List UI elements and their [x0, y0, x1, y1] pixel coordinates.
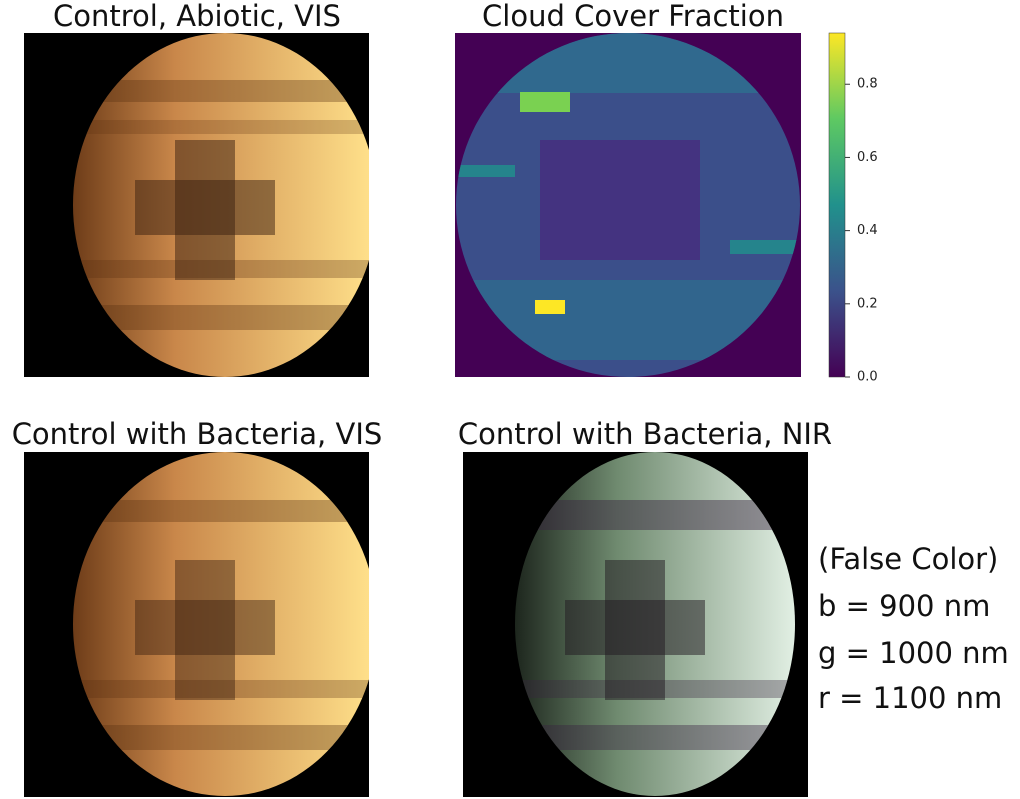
panel-title: Control with Bacteria, VIS	[12, 417, 383, 451]
annotation: b = 900 nm	[818, 589, 990, 623]
tick-label: 0.0	[857, 370, 878, 385]
planet-image	[24, 452, 369, 797]
annotation: (False Color)	[818, 542, 998, 576]
tick-label: 0.6	[857, 150, 878, 165]
colorbar-axis: 0.0 0.2 0.4 0.6 0.8	[845, 77, 878, 385]
planet-image	[24, 33, 369, 377]
planet-image	[463, 452, 808, 797]
cloud-map	[455, 32, 846, 378]
tick-label: 0.8	[857, 77, 878, 92]
tick-label: 0.2	[857, 296, 878, 311]
panel-title: Control, Abiotic, VIS	[53, 0, 341, 33]
annotation: r = 1100 nm	[818, 681, 1002, 715]
panel-title: Control with Bacteria, NIR	[458, 417, 832, 451]
annotation: g = 1000 nm	[818, 636, 1009, 670]
tick-label: 0.4	[857, 223, 878, 238]
panel-title: Cloud Cover Fraction	[482, 0, 784, 33]
